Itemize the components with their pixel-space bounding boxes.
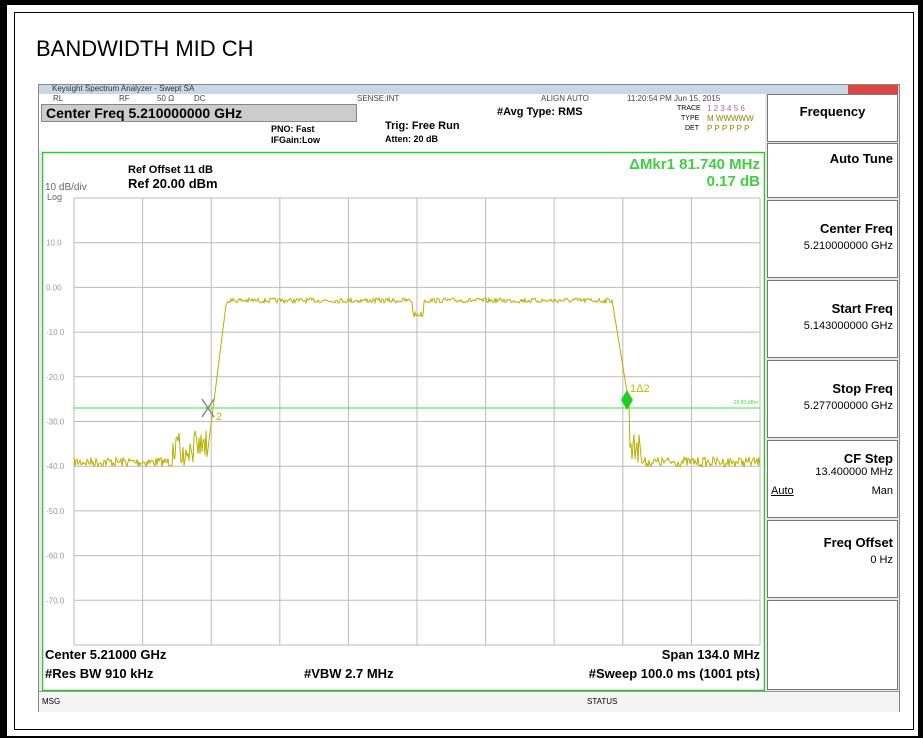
menu-title: Frequency [799,104,866,119]
window-titlebar [39,85,899,94]
inner-frame [14,12,914,730]
softkey[interactable]: Start Freq 5.143000000 GHz [767,280,898,358]
atten: Atten: 20 dB [385,134,439,144]
softkey-value: 5.277000000 GHz [803,400,893,412]
y-label: -70.0 [46,596,65,605]
marker-1 [621,390,633,410]
graticule [73,197,761,646]
y-label: -60.0 [46,552,65,561]
window-title: Keysight Spectrum Analyzer - Swept SA [52,84,195,93]
ifgain: IFGain:Low [271,135,320,145]
cf-man[interactable]: Man [871,485,893,497]
footer-rbw: #Res BW 910 kHz [45,666,154,681]
marker-2-label: 2 [216,411,222,423]
y-label: -20.0 [46,373,65,382]
softkey[interactable]: Stop Freq 5.277000000 GHz [767,360,898,438]
softkey-value: 0 Hz [870,554,893,566]
ref-level: Ref 20.00 dBm [128,176,218,191]
status-strip: RL RF 50 Ω DC SENSE:INT ALIGN AUTO 11:20… [39,94,765,104]
status: STATUS [587,697,618,706]
softkey-label: Stop Freq [832,381,893,396]
softkey-value: 5.210000000 GHz [803,240,893,252]
footer-center: Center 5.21000 GHz [45,647,167,662]
scale-type: Log [47,192,62,202]
scale: 10 dB/div [45,182,87,193]
center-freq: Center Freq 5.210000000 GHz [46,105,243,121]
cf-auto[interactable]: Auto [771,485,794,497]
softkey-label: Start Freq [831,301,893,316]
y-label: 10.0 [46,239,62,248]
y-label: -30.0 [46,418,65,427]
status-item: ALIGN AUTO [541,94,589,103]
status-item: SENSE:INT [357,94,400,103]
softkey[interactable]: Auto Tune [767,143,898,198]
softkey[interactable]: CF Step 13.400000 MHz Auto Man [767,440,898,518]
trace-value: 1 2 3 4 5 6 [707,104,745,113]
ref-offset: Ref Offset 11 dB [128,164,213,176]
trace [73,296,761,469]
type-label: TYPE [681,115,700,122]
threshold-label: -26.83 dBm [732,400,758,406]
marker-1-label: 1Δ2 [630,383,650,395]
y-label: 0.00 [46,283,62,292]
softkey-label: Center Freq [820,221,893,236]
status-item: RF [119,94,130,103]
window-buttons[interactable] [848,85,898,94]
softkey[interactable]: Freq Offset 0 Hz [767,520,898,598]
trig: Trig: Free Run [385,120,460,132]
softkey-menu: Frequency [767,94,898,142]
info-bar: Center Freq 5.210000000 GHz PNO: Fast IF… [39,104,765,151]
timestamp: 11:20:54 PM Jun 15, 2015 [627,94,721,103]
page-title: BANDWIDTH MID CH [36,36,254,61]
softkey-value: 5.143000000 GHz [803,320,893,332]
softkey-label: CF Step [843,451,893,466]
y-label: -50.0 [46,507,65,516]
plot: -26.83 dBm Ref Offset 11 dB Ref 20.00 dB… [42,152,765,691]
y-labels: 10.0 0.00 -10.0 -20.0 -30.0 -40.0 -50.0 -60.0 -7… [46,239,65,606]
footer-span: Span 134.0 MHz [662,647,761,662]
trace-label: TRACE [677,105,701,112]
det-label: DET [685,125,699,132]
center-freq-box: Center Freq 5.210000000 GHz [41,104,357,122]
avg-type: #Avg Type: RMS [497,106,583,118]
status-item: DC [194,94,206,103]
marker-delta: 0.17 dB [707,173,761,190]
marker-readout: ΔMkr1 81.740 MHz [629,156,760,173]
pno: PNO: Fast [271,124,315,134]
softkey[interactable] [767,600,898,690]
footer-vbw: #VBW 2.7 MHz [304,666,394,681]
y-label: -10.0 [46,328,65,337]
softkey[interactable]: Center Freq 5.210000000 GHz [767,200,898,278]
message-bar: MSG STATUS [39,691,899,712]
status-item: 50 Ω [157,94,175,103]
type-value: M WWWWW [707,114,754,123]
softkey-label: Auto Tune [829,151,893,166]
footer-sweep: #Sweep 100.0 ms (1001 pts) [589,666,760,681]
status-item: RL [53,94,64,103]
softkey-value: 13.400000 MHz [815,466,893,478]
marker-2 [201,398,215,418]
softkey-label: Freq Offset [823,535,893,550]
y-label: -40.0 [46,462,65,471]
det-value: P P P P P P [707,124,750,133]
msg: MSG [42,697,61,706]
